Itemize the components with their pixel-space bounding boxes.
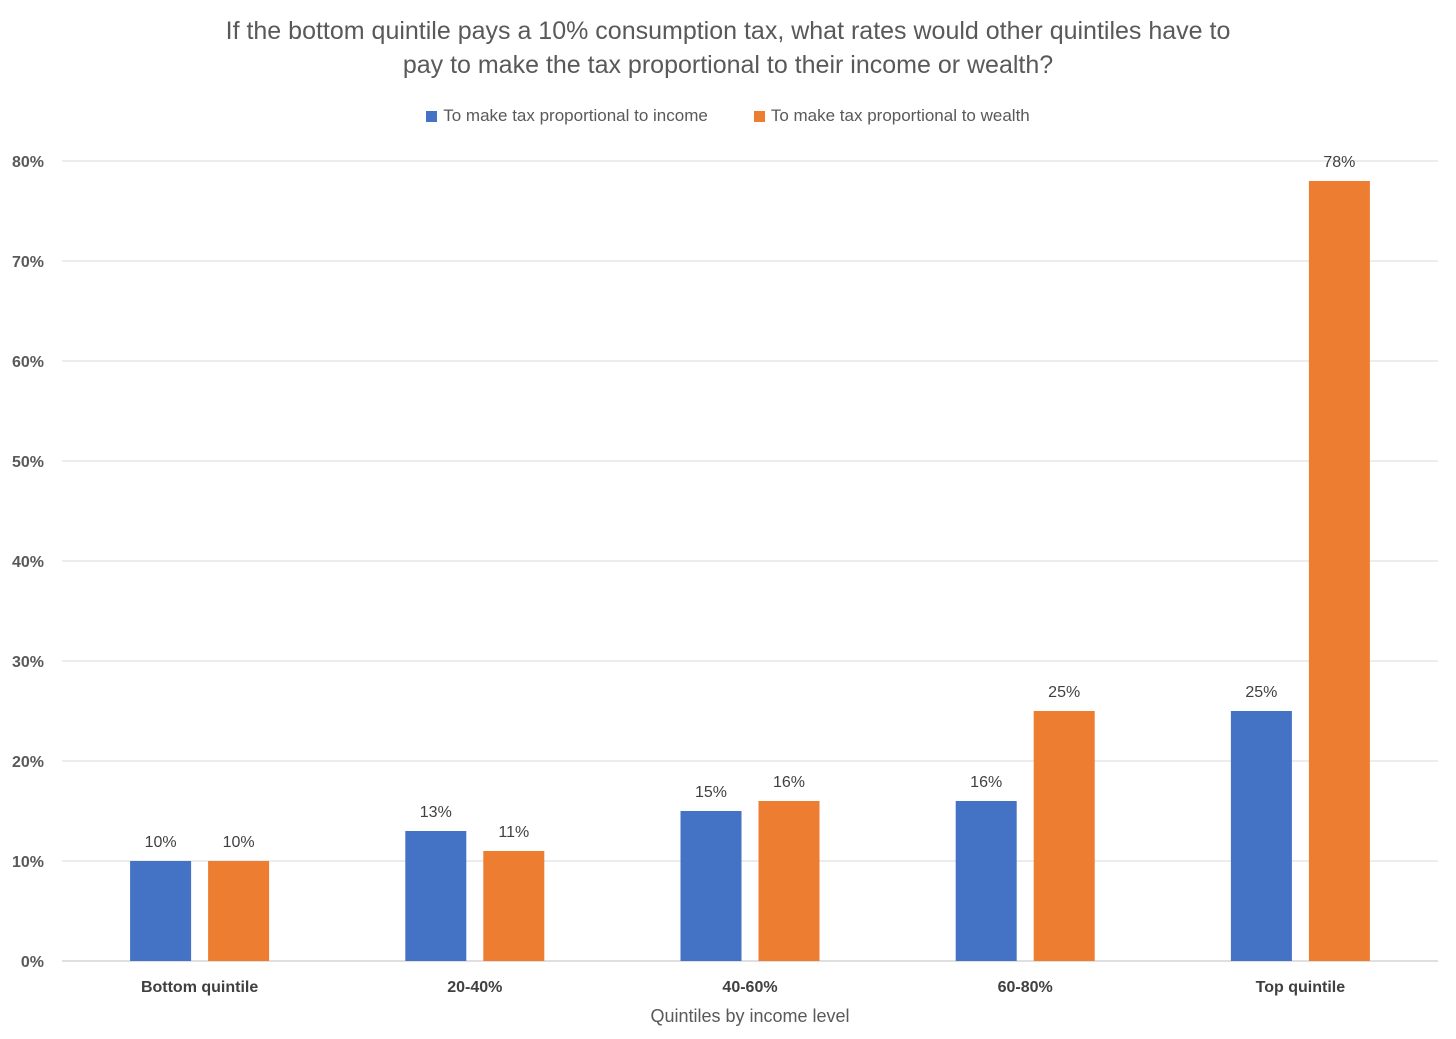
data-label: 11% bbox=[498, 824, 529, 841]
y-tick-label: 70% bbox=[12, 254, 44, 271]
bar-wealth bbox=[1308, 181, 1370, 961]
x-tick-label: Top quintile bbox=[1256, 979, 1346, 996]
data-label: 16% bbox=[773, 774, 805, 791]
x-tick-label: 40-60% bbox=[722, 979, 777, 996]
bar-wealth bbox=[1033, 711, 1095, 961]
data-label: 78% bbox=[1323, 154, 1355, 171]
legend-label-income: To make tax proportional to income bbox=[443, 106, 708, 125]
y-tick-label: 80% bbox=[12, 154, 44, 171]
data-label: 10% bbox=[145, 834, 177, 851]
bar-income bbox=[1230, 711, 1292, 961]
legend-item-wealth: To make tax proportional to wealth bbox=[753, 106, 1030, 126]
data-label: 25% bbox=[1048, 684, 1080, 701]
x-axis-title: Quintiles by income level bbox=[650, 1006, 850, 1026]
y-tick-label: 10% bbox=[12, 854, 44, 871]
y-tick-label: 20% bbox=[12, 754, 44, 771]
legend-swatch-wealth bbox=[753, 110, 765, 122]
data-label: 13% bbox=[420, 804, 452, 821]
chart-title-line-2: pay to make the tax proportional to thei… bbox=[402, 51, 1054, 79]
x-tick-label: 20-40% bbox=[447, 979, 502, 996]
data-label: 25% bbox=[1245, 684, 1277, 701]
y-tick-label: 40% bbox=[12, 554, 44, 571]
chart-title-line-1: If the bottom quintile pays a 10% consum… bbox=[225, 17, 1231, 45]
legend-label-wealth: To make tax proportional to wealth bbox=[770, 106, 1030, 125]
bar-wealth bbox=[483, 851, 545, 961]
x-tick-label: 60-80% bbox=[998, 979, 1053, 996]
bar-income bbox=[955, 801, 1017, 961]
legend: To make tax proportional to income To ma… bbox=[0, 106, 1456, 126]
y-tick-label: 60% bbox=[12, 354, 44, 371]
bar-income bbox=[680, 811, 742, 961]
bar-income bbox=[130, 861, 192, 961]
y-tick-label: 0% bbox=[21, 954, 44, 971]
y-tick-label: 50% bbox=[12, 454, 44, 471]
data-label: 15% bbox=[695, 784, 727, 801]
bar-wealth bbox=[758, 801, 820, 961]
chart-title: If the bottom quintile pays a 10% consum… bbox=[0, 14, 1456, 82]
bar-income bbox=[405, 831, 467, 961]
bar-wealth bbox=[208, 861, 270, 961]
y-tick-label: 30% bbox=[12, 654, 44, 671]
data-label: 16% bbox=[970, 774, 1002, 791]
x-tick-label: Bottom quintile bbox=[141, 979, 258, 996]
legend-item-income: To make tax proportional to income bbox=[426, 106, 708, 126]
data-label: 10% bbox=[223, 834, 255, 851]
legend-swatch-income bbox=[426, 110, 438, 122]
